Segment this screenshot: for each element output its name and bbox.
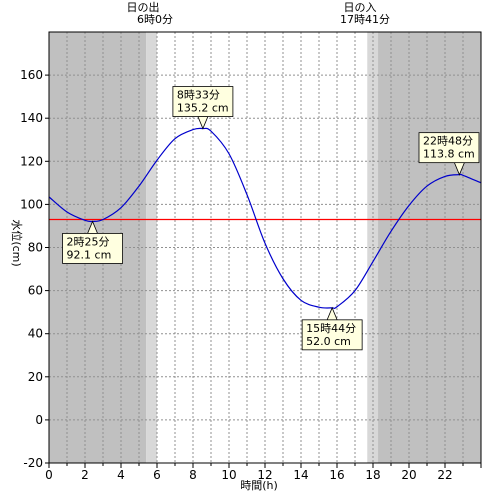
y-tick-label: 60	[28, 284, 43, 298]
x-tick-label: 10	[221, 468, 236, 482]
y-tick-label: 80	[28, 241, 43, 255]
tide-curve	[48, 127, 482, 309]
tide-curve-group	[48, 127, 482, 309]
twilight-band-evening	[367, 32, 379, 463]
callout-value: 135.2 cm	[177, 102, 229, 115]
x-tick-label: 12	[257, 468, 272, 482]
sunset-time: 17時41分	[340, 13, 390, 26]
x-tick-label: 4	[117, 468, 125, 482]
callout-value: 92.1 cm	[67, 248, 112, 261]
x-axis-title: 時間(h)	[240, 479, 278, 492]
callout-box	[62, 233, 123, 264]
twilight-band-morning	[146, 32, 157, 463]
callout-time: 8時33分	[177, 89, 220, 102]
sunset-label: 日の入	[344, 1, 377, 14]
x-tick-label: 2	[81, 468, 89, 482]
axes: 0 2 4 6 8 10 12 14 16 18 20 22-20020406080100120140…	[20, 31, 482, 482]
x-tick-label: 22	[437, 468, 452, 482]
x-tick-label: 16	[329, 468, 344, 482]
sunrise-label: 日の出	[127, 0, 160, 14]
y-tick-label: 0	[35, 413, 43, 427]
x-tick-label: 0	[45, 468, 53, 482]
y-tick-label: -20	[23, 456, 43, 470]
x-tick-label: 8	[189, 468, 197, 482]
y-axis-title: 水位(cm)	[10, 219, 24, 266]
x-tick-label: 6	[153, 468, 161, 482]
y-tick-label: 40	[28, 327, 43, 341]
callout-box	[418, 132, 480, 164]
callout-box	[172, 86, 234, 117]
sunrise-time: 6時0分	[137, 13, 173, 26]
x-tick-label: 14	[293, 468, 308, 482]
x-tick-label: 18	[365, 468, 380, 482]
callout-value: 52.0 cm	[306, 335, 351, 348]
callout-value: 113.8 cm	[423, 148, 475, 161]
callout-time: 22時48分	[423, 135, 473, 148]
y-tick-label: 20	[28, 370, 43, 384]
callout-box	[301, 319, 363, 351]
y-tick-label: 160	[20, 68, 43, 82]
y-tick-label: 120	[20, 154, 43, 168]
x-tick-label: 20	[401, 468, 416, 482]
callout-time: 2時25分	[67, 235, 110, 248]
y-tick-label: 100	[20, 197, 43, 211]
y-tick-label: 140	[20, 111, 43, 125]
callout-time: 15時44分	[306, 322, 356, 335]
